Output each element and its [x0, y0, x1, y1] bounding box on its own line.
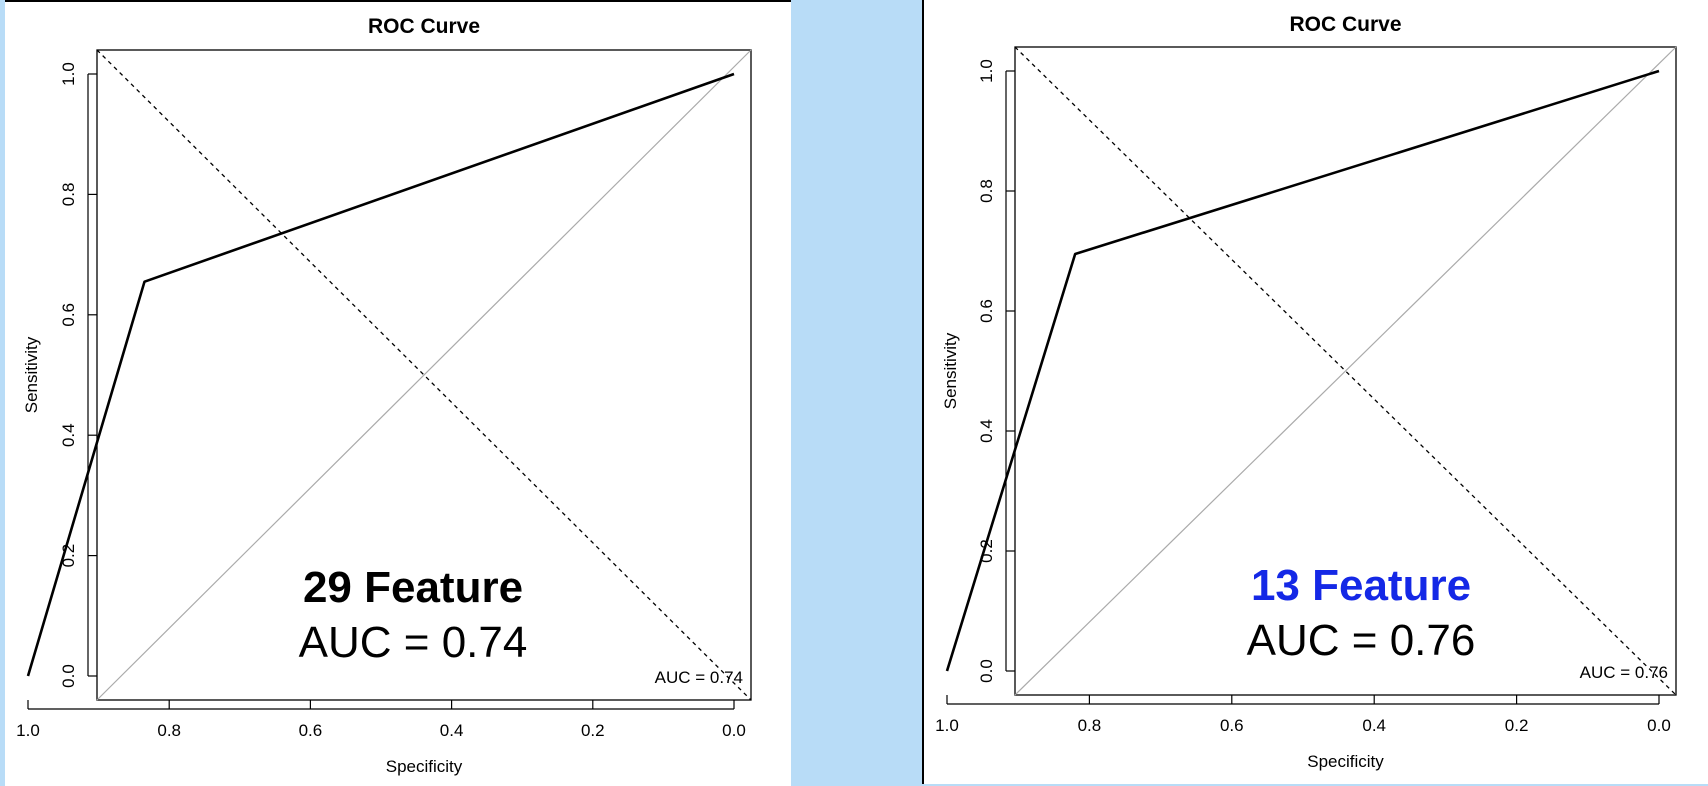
feature-count-overlay: 29 Feature [303, 563, 523, 612]
x-tick-label: 1.0 [935, 716, 959, 735]
plot-frame [1014, 46, 1677, 696]
x-tick-label: 0.6 [299, 721, 323, 740]
feature-count-overlay: 13 Feature [1251, 561, 1471, 610]
auc-small-label: AUC = 0.76 [1580, 663, 1668, 682]
roc-curve-line [26, 72, 735, 677]
y-tick-label: 1.0 [59, 62, 78, 86]
x-tick-label: 0.0 [1647, 716, 1671, 735]
x-axis-label: Specificity [386, 757, 463, 776]
roc-panel-29-feature: ROC Curve 1.0 0.8 0.6 0.4 0.2 0.0 0.0 0.2 0.4 0.6 0… [5, 0, 791, 786]
auc-small-label: AUC = 0.74 [655, 668, 743, 687]
x-tick-label: 0.2 [1505, 716, 1529, 735]
y-tick-label: 0.4 [59, 423, 78, 447]
auc-overlay: AUC = 0.76 [1247, 616, 1476, 665]
y-tick-label: 1.0 [977, 59, 996, 83]
dashed-diagonal-line [1014, 46, 1677, 696]
y-tick-label: 0.0 [977, 659, 996, 683]
y-tick-label: 0.6 [59, 303, 78, 327]
y-tick-label: 0.4 [977, 419, 996, 443]
plot-frame [96, 49, 752, 701]
y-tick-label: 0.8 [977, 179, 996, 203]
x-tick-label: 1.0 [16, 721, 40, 740]
y-tick-label: 0.6 [977, 299, 996, 323]
roc-chart-29-feature: ROC Curve 1.0 0.8 0.6 0.4 0.2 0.0 0.0 0.2 0.4 0.6 0… [16, 15, 752, 776]
y-tick-label: 0.2 [59, 544, 78, 568]
roc-panel-13-feature: ROC Curve 1.0 0.8 0.6 0.4 0.2 0.0 0.0 0.2 0.4 0.6 0… [922, 0, 1708, 784]
y-axis-label: Sensitivity [22, 336, 41, 413]
chart-title: ROC Curve [1289, 13, 1401, 36]
roc-curve-line [945, 69, 1660, 672]
y-tick-label: 0.0 [59, 664, 78, 688]
y-tick-label: 0.8 [59, 183, 78, 207]
dashed-diagonal-line [96, 49, 752, 701]
x-tick-label: 0.4 [1362, 716, 1386, 735]
x-tick-label: 0.0 [722, 721, 746, 740]
x-tick-label: 0.2 [581, 721, 605, 740]
x-axis-label: Specificity [1307, 752, 1384, 771]
chart-title: ROC Curve [368, 15, 480, 38]
reference-diagonal-line [96, 49, 752, 701]
auc-overlay: AUC = 0.74 [299, 618, 528, 667]
x-tick-label: 0.8 [1078, 716, 1102, 735]
y-axis-label: Sensitivity [941, 332, 960, 409]
reference-diagonal-line [1014, 46, 1677, 696]
x-tick-label: 0.6 [1220, 716, 1244, 735]
x-tick-label: 0.4 [440, 721, 464, 740]
x-tick-label: 0.8 [157, 721, 181, 740]
